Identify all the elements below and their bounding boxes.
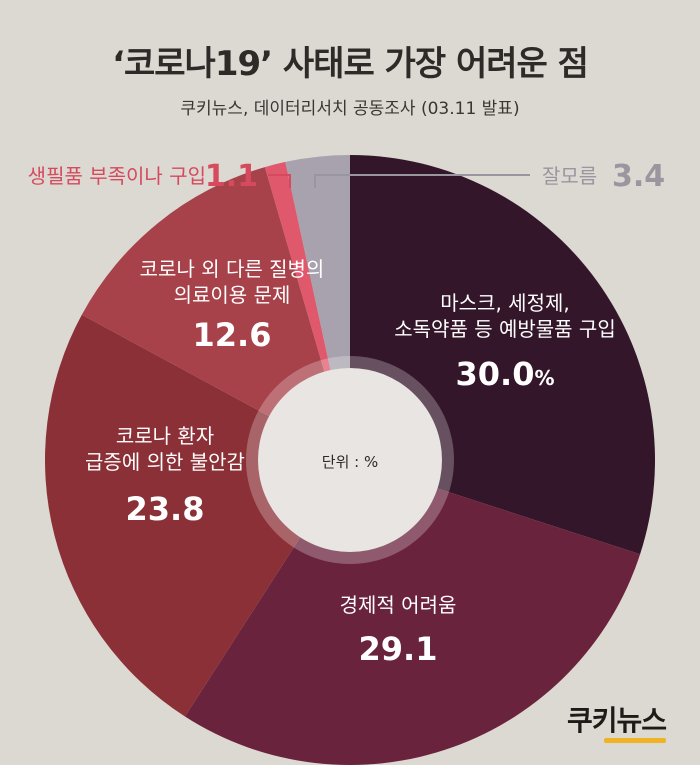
logo: 쿠키뉴스 bbox=[566, 704, 667, 737]
slice-value-label: 23.8 bbox=[126, 490, 205, 528]
slice-category-label: 생필품 부족이나 구입 bbox=[28, 164, 206, 188]
slice-category-label: 급증에 의한 불안감 bbox=[85, 450, 245, 474]
pie-slice bbox=[44, 314, 351, 717]
unit-note: 단위 : % bbox=[322, 453, 378, 471]
slice-value-label: 29.1 bbox=[359, 630, 438, 668]
slice-value-label: 3.4 bbox=[612, 159, 665, 194]
chart-subtitle: 쿠키뉴스, 데이터리서치 공동조사 (03.11 발표) bbox=[180, 99, 520, 119]
leader-line bbox=[314, 174, 530, 188]
leader-line bbox=[268, 174, 291, 188]
pie-slice bbox=[184, 460, 641, 765]
slice-category-label: 의료이용 문제 bbox=[174, 283, 291, 307]
slice-category-label: 코로나 환자 bbox=[116, 424, 214, 448]
pie-slice bbox=[81, 167, 350, 461]
slice-category-label: 경제적 어려움 bbox=[340, 593, 457, 617]
chart-title: ‘코로나19’ 사태로 가장 어려운 점 bbox=[112, 44, 589, 84]
slice-value-label: 1.1 bbox=[205, 159, 258, 194]
slice-category-label: 코로나 외 다른 질병의 bbox=[140, 257, 325, 281]
center-hole bbox=[258, 368, 442, 552]
logo-underline bbox=[604, 738, 666, 743]
percent-sign: % bbox=[534, 366, 554, 390]
slice-category-label: 소독약품 등 예방물품 구입 bbox=[394, 317, 615, 341]
slice-category-label: 잘모름 bbox=[542, 164, 597, 188]
slice-category-label: 마스크, 세정제, bbox=[440, 291, 569, 315]
slice-value-label: 12.6 bbox=[193, 316, 272, 354]
